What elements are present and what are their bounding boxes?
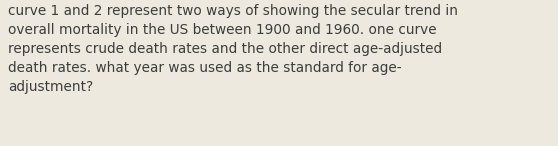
Text: curve 1 and 2 represent two ways of showing the secular trend in
overall mortali: curve 1 and 2 represent two ways of show… [8, 4, 458, 94]
